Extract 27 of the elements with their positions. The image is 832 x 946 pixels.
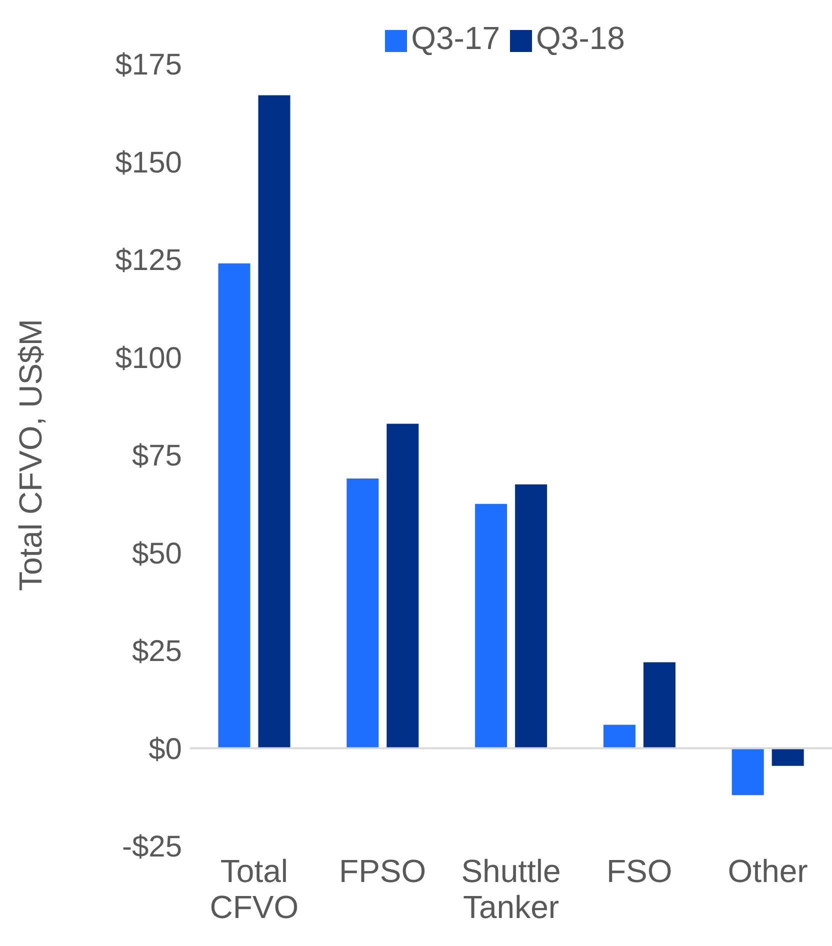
bar xyxy=(386,424,419,748)
bar xyxy=(475,504,508,748)
y-tick-label: $75 xyxy=(132,440,182,473)
y-tick-label: -$25 xyxy=(122,830,182,864)
legend-label: Q3-17 xyxy=(411,20,500,56)
bar xyxy=(643,662,676,748)
x-tick-label: Total CFVO xyxy=(210,853,299,925)
bar xyxy=(258,95,290,748)
y-tick-label: $150 xyxy=(115,146,182,180)
bar xyxy=(772,748,804,766)
y-tick-label: $125 xyxy=(115,244,182,278)
y-tick-label: $25 xyxy=(132,635,182,668)
y-tick-label: $0 xyxy=(148,732,182,766)
bar xyxy=(603,724,636,748)
x-tick-label: Shuttle Tanker xyxy=(461,853,561,925)
bar xyxy=(346,478,379,748)
y-tick-label: $50 xyxy=(132,537,182,570)
x-tick-label: Other xyxy=(728,853,808,889)
x-tick-label: FPSO xyxy=(339,853,426,889)
bar xyxy=(218,263,250,748)
x-tick-label: FSO xyxy=(606,853,672,889)
bar xyxy=(732,748,764,796)
y-axis-title: Total CFVO, US$M xyxy=(12,318,48,592)
bar xyxy=(515,484,548,748)
legend-label: Q3-18 xyxy=(536,20,625,56)
y-tick-label: $175 xyxy=(115,48,182,82)
y-tick-label: $100 xyxy=(115,342,182,375)
